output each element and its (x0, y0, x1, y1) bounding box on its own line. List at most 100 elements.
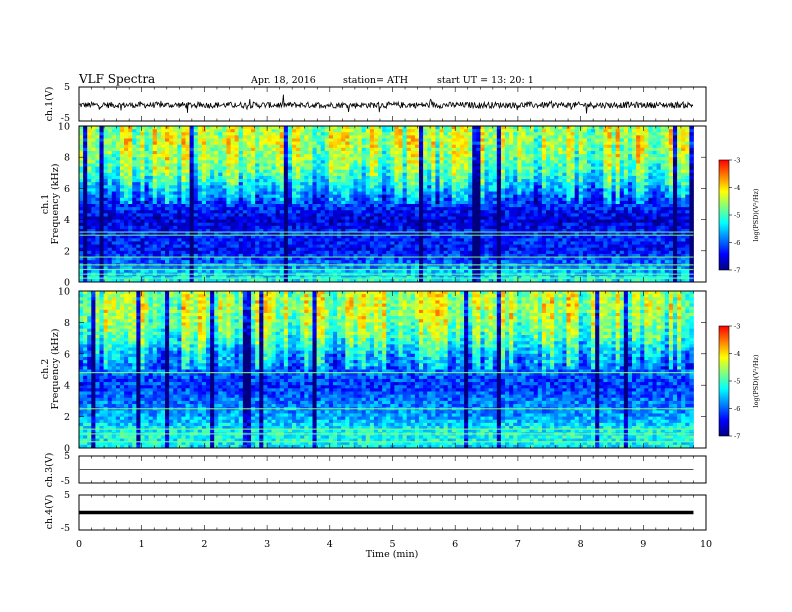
spectrogram-cell (214, 213, 219, 217)
spectrogram-cell (410, 222, 416, 227)
spectrogram-cell (156, 175, 162, 180)
spectrogram-cell (394, 200, 399, 205)
spectrogram-cell (148, 179, 154, 183)
spectrogram-cell (373, 194, 379, 199)
spectrogram-cell (640, 207, 645, 211)
spectrogram-cell (287, 150, 293, 155)
spectrogram-cell (103, 157, 109, 161)
spectrogram-cell (193, 166, 199, 171)
spectrogram-cell (533, 204, 539, 208)
spectrogram-cell (230, 200, 236, 205)
spectrogram-cell (554, 157, 559, 161)
spectrogram-cell (525, 185, 531, 189)
spectrogram-cell (509, 147, 514, 152)
spectrogram-cell (632, 219, 637, 224)
spectrogram-cell (193, 126, 199, 130)
spectrogram-cell (95, 222, 100, 227)
spectrogram-cell (660, 135, 666, 139)
spectrogram-cell (459, 185, 465, 189)
spectrogram-cell (189, 132, 195, 136)
spectrogram-cell (677, 141, 682, 146)
spectrogram-cell (119, 129, 125, 133)
spectrogram-cell (681, 160, 686, 164)
spectrogram-cell (574, 150, 580, 155)
spectrogram-cell (214, 132, 219, 136)
spectrogram-cell (353, 129, 358, 133)
spectrogram-cell (185, 225, 191, 230)
spectrogram-cell (648, 219, 653, 224)
spectrogram-cell (681, 166, 686, 171)
spectrogram-cell (156, 179, 162, 183)
spectrogram-cell (296, 157, 301, 161)
spectrogram-cell (357, 175, 363, 180)
spectrogram-cell (328, 150, 334, 155)
spectrogram-cell (189, 200, 195, 205)
spectrogram-cell (603, 129, 608, 133)
spectrogram-cell (505, 160, 510, 164)
spectrogram-cell (664, 157, 670, 161)
spectrogram-cell (259, 141, 264, 146)
spectrogram-cell (124, 126, 129, 130)
spectrogram-cell (259, 169, 264, 174)
spectrogram-cell (578, 185, 584, 189)
spectrogram-cell (550, 150, 555, 155)
spectrogram-cell (263, 166, 268, 171)
spectrogram-cell (181, 179, 186, 183)
spectrogram-cell (464, 207, 469, 211)
spectrogram-cell (427, 175, 432, 180)
spectrogram-cell (636, 132, 641, 136)
spectrogram-cell (255, 213, 260, 217)
spectrogram-cell (328, 213, 334, 217)
spectrogram-cell (419, 222, 424, 227)
spectrogram-cell (615, 147, 621, 152)
spectrogram-cell (402, 154, 408, 158)
spectrogram-cell (468, 126, 473, 130)
spectrogram-cell (144, 225, 150, 230)
spectrogram-cell (468, 216, 473, 220)
spectrogram-cell (152, 222, 158, 227)
spectrogram-cell (365, 185, 371, 189)
spectrogram-cell (627, 126, 633, 130)
spectrogram-cell (570, 194, 576, 199)
spectrogram-cell (566, 194, 571, 199)
spectrogram-cell (79, 204, 84, 208)
spectrogram-cell (226, 132, 231, 136)
spectrogram-cell (664, 129, 670, 133)
spectrogram-cell (505, 144, 510, 149)
spectrogram-cell (259, 172, 264, 177)
spectrogram-cell (165, 154, 170, 158)
spectrogram-cell (533, 154, 539, 158)
spectrogram-cell (648, 126, 653, 130)
spectrogram-cell (132, 132, 137, 136)
spectrogram-cell (226, 188, 231, 192)
spectrogram-cell (574, 204, 580, 208)
spectrogram-cell (427, 204, 432, 208)
spectrogram-cell (103, 191, 109, 196)
spectrogram-cell (570, 135, 576, 139)
spectrogram-cell (378, 213, 383, 217)
spectrogram-cell (95, 219, 100, 224)
spectrogram-cell (685, 191, 690, 196)
spectrogram-cell (361, 135, 367, 139)
spectrogram-cell (398, 135, 404, 139)
spectrogram-cell (185, 194, 191, 199)
spectrogram-cell (353, 182, 358, 186)
spectrogram-cell (566, 222, 571, 227)
spectrogram-cell (521, 135, 526, 139)
spectrogram-cell (222, 216, 227, 220)
spectrogram-cell (365, 150, 371, 155)
spectrogram-cell (599, 188, 604, 192)
spectrogram-cell (83, 126, 88, 130)
spectrogram-cell (320, 172, 326, 177)
spectrogram-cell (570, 132, 576, 136)
spectrogram-cell (611, 166, 617, 171)
spectrogram-cell (443, 188, 449, 192)
spectrogram-cell (308, 222, 313, 227)
spectrogram-cell (640, 160, 645, 164)
spectrogram-cell (443, 172, 449, 177)
spectrogram-cell (165, 141, 170, 146)
spectrogram-cell (169, 138, 174, 142)
spectrogram-cell (365, 219, 371, 224)
spectrogram-cell (468, 144, 473, 149)
spectrogram-cell (443, 169, 449, 174)
